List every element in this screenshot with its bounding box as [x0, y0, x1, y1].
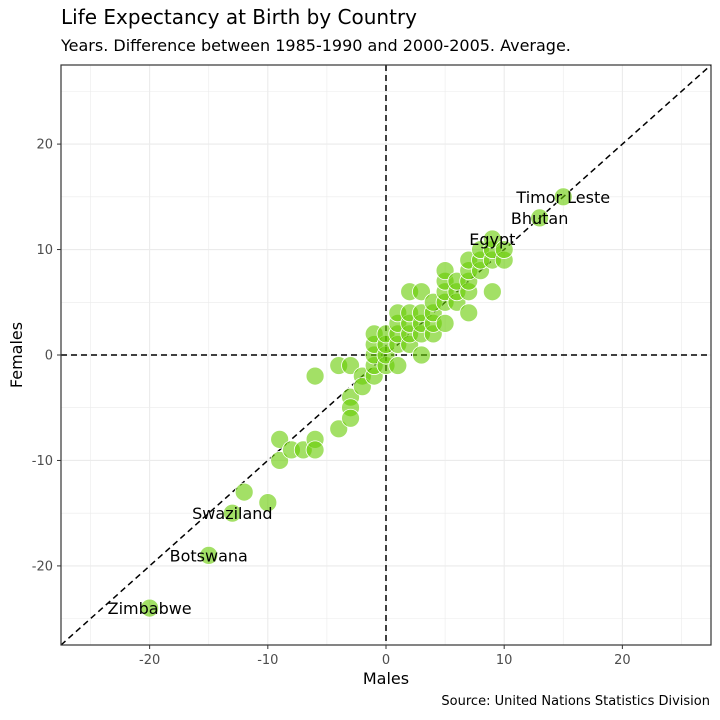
- data-point: [199, 545, 219, 565]
- x-tick-label: 0: [382, 653, 390, 668]
- chart-subtitle: Years. Difference between 1985-1990 and …: [61, 36, 571, 55]
- data-point: [270, 451, 290, 470]
- data-point: [530, 208, 550, 228]
- data-point: [352, 377, 372, 397]
- data-point: [258, 493, 278, 513]
- y-tick-label: 10: [36, 243, 53, 258]
- data-point: [412, 345, 431, 365]
- point-labels: Timor Leste Bhutan Egypt Swaziland Botswana Z…: [108, 188, 611, 618]
- y-axis-title: Females: [7, 322, 26, 388]
- axis-ticks: -20 -10 0 10 20 -20 -10 0 10 20: [32, 138, 631, 668]
- y-tick-label: 0: [45, 349, 53, 364]
- x-tick-label: -20: [139, 653, 160, 668]
- point-label: Timor Leste: [515, 188, 610, 207]
- data-point: [140, 598, 160, 618]
- y-tick-label: -10: [32, 454, 53, 469]
- data-point: [305, 440, 325, 460]
- point-label: Zimbabwe: [108, 599, 192, 618]
- x-tick-label: -10: [257, 653, 278, 668]
- data-point: [388, 356, 408, 375]
- data-point: [234, 482, 254, 502]
- data-point: [494, 240, 514, 259]
- data-point: [459, 303, 479, 323]
- data-point: [435, 313, 455, 333]
- data-point: [553, 187, 573, 207]
- source-caption: Source: United Nations Statistics Divisi…: [441, 694, 710, 709]
- point-label: Egypt: [469, 230, 515, 249]
- data-point: [305, 366, 325, 386]
- x-axis-title: Males: [363, 669, 409, 688]
- data-points: [140, 187, 573, 618]
- data-point: [341, 356, 360, 375]
- point-label: Botswana: [170, 546, 248, 565]
- data-point: [482, 229, 502, 249]
- data-point: [482, 282, 502, 302]
- data-point: [435, 261, 455, 281]
- point-label: Bhutan: [511, 209, 568, 228]
- x-tick-label: 10: [496, 653, 513, 668]
- y-tick-label: 20: [36, 138, 53, 153]
- data-point: [329, 419, 349, 439]
- data-point: [412, 282, 431, 302]
- y-tick-label: -20: [32, 559, 53, 574]
- x-tick-label: 20: [614, 653, 631, 668]
- data-point: [222, 503, 242, 523]
- point-label: Swaziland: [192, 504, 272, 523]
- chart-title: Life Expectancy at Birth by Country: [61, 5, 418, 29]
- data-point: [270, 429, 290, 449]
- data-point: [341, 408, 360, 428]
